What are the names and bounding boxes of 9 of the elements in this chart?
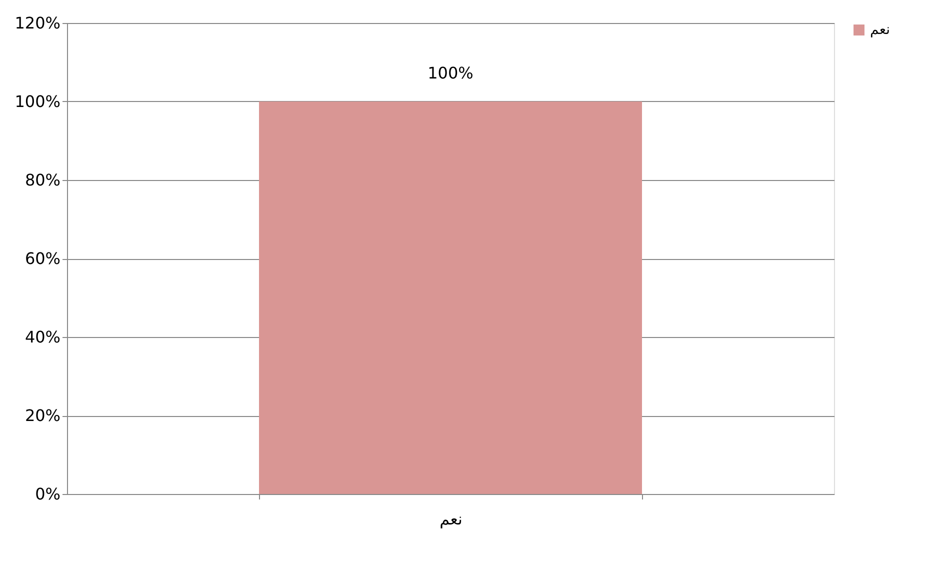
legend-label: نعم (870, 22, 890, 38)
y-tick-label: 60% (24, 249, 60, 268)
y-tick-label: 80% (24, 170, 60, 190)
y-tick-label: 0% (35, 484, 60, 504)
y-tick-label: 120% (14, 14, 60, 32)
y-tick-label: 40% (24, 328, 60, 346)
y-tick-label: 100% (14, 92, 60, 111)
data-label: 100% (428, 64, 474, 82)
y-tick-label: 20% (24, 406, 60, 425)
